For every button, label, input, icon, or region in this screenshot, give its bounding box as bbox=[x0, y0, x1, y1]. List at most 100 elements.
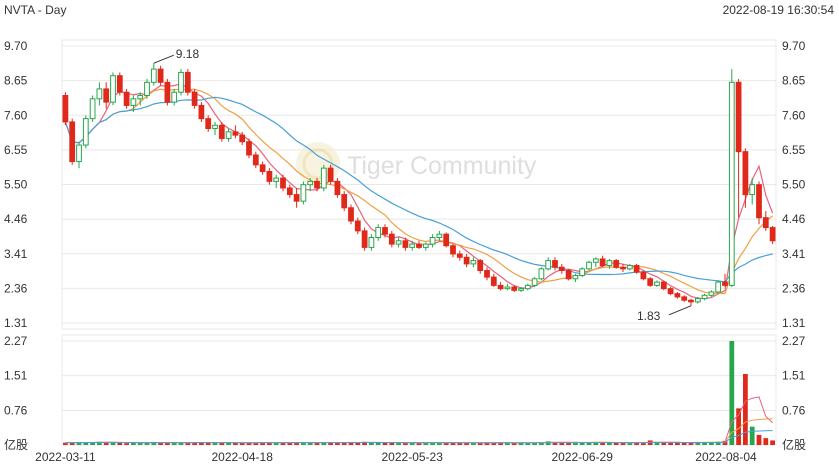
candlestick bbox=[388, 230, 395, 248]
candlesticks bbox=[62, 63, 776, 306]
volume-bar bbox=[743, 373, 748, 445]
volume-bar bbox=[770, 440, 775, 445]
candle-body bbox=[178, 71, 184, 93]
volume-bar bbox=[90, 442, 95, 445]
candlestick bbox=[354, 217, 361, 235]
candle-body bbox=[490, 276, 497, 286]
candlestick bbox=[239, 131, 246, 146]
candlestick bbox=[660, 280, 667, 291]
low-annotation-leader bbox=[668, 305, 692, 316]
candle-body bbox=[654, 281, 660, 286]
high-annotation-label: 9.18 bbox=[176, 47, 200, 61]
candle-body bbox=[599, 258, 606, 267]
candlestick bbox=[402, 237, 409, 251]
volume-bar bbox=[634, 442, 639, 445]
candle-body bbox=[409, 243, 416, 248]
candle-body bbox=[110, 75, 116, 103]
candle-body bbox=[171, 91, 178, 103]
candle-body bbox=[531, 278, 538, 286]
candle-body bbox=[674, 293, 681, 298]
price-tick-label: 8.65 bbox=[4, 74, 28, 88]
candlestick bbox=[735, 79, 742, 218]
candlestick bbox=[320, 164, 327, 192]
volume-ma20-line bbox=[65, 430, 773, 444]
volume-bar bbox=[246, 442, 252, 445]
volume-tick-label: 1.51 bbox=[782, 369, 806, 383]
volume-bar bbox=[369, 442, 374, 445]
candlestick bbox=[633, 263, 640, 274]
date-tick-label: 2022-08-04 bbox=[695, 450, 757, 464]
candlestick bbox=[538, 267, 545, 281]
candlestick bbox=[504, 283, 511, 291]
candle-body bbox=[402, 240, 409, 248]
candlestick bbox=[191, 88, 198, 109]
volume-tick-label: 2.27 bbox=[782, 334, 806, 348]
candlestick bbox=[96, 82, 103, 106]
candlestick bbox=[334, 178, 341, 198]
price-tick-label: 9.70 bbox=[4, 39, 28, 53]
candlestick bbox=[592, 257, 599, 268]
volume-bar bbox=[97, 441, 102, 445]
candle-body bbox=[715, 281, 722, 293]
candle-body bbox=[701, 294, 708, 300]
volume-bar bbox=[593, 442, 599, 445]
candle-body bbox=[450, 245, 456, 255]
candlestick bbox=[511, 285, 518, 292]
high-annotation-leader bbox=[153, 54, 174, 64]
candle-body bbox=[205, 118, 212, 130]
candle-body bbox=[157, 68, 164, 83]
grid-lines bbox=[61, 39, 777, 446]
candlestick bbox=[184, 69, 191, 96]
volume-bar bbox=[362, 441, 367, 445]
candlestick bbox=[225, 128, 232, 142]
candlestick bbox=[756, 181, 762, 225]
candle-body bbox=[660, 281, 667, 290]
volume-bar bbox=[722, 440, 728, 445]
price-axis-right: 9.70 8.65 7.60 6.55 5.50 4.46 3.41 2.36 1.31 bbox=[782, 39, 806, 330]
volume-bar bbox=[532, 442, 537, 445]
candle-body bbox=[722, 281, 728, 286]
candlestick bbox=[484, 267, 490, 281]
candlestick bbox=[728, 69, 735, 288]
candle-body bbox=[259, 164, 266, 172]
volume-bar bbox=[69, 442, 75, 445]
volume-bar bbox=[688, 442, 694, 445]
candlestick bbox=[171, 88, 178, 106]
candle-body bbox=[246, 141, 252, 156]
date-tick-label: 2022-05-23 bbox=[382, 450, 444, 464]
candlestick bbox=[545, 257, 552, 271]
candlestick bbox=[524, 283, 531, 291]
candlestick bbox=[157, 65, 164, 86]
volume-bar bbox=[627, 443, 633, 445]
candle-body bbox=[552, 260, 558, 268]
candlestick bbox=[558, 263, 565, 274]
candle-body bbox=[463, 256, 470, 265]
watermark-text: Tiger Community bbox=[347, 152, 537, 180]
volume-bar bbox=[518, 442, 524, 445]
volume-bar bbox=[654, 442, 660, 445]
volume-bar bbox=[307, 442, 313, 445]
volume-bar bbox=[226, 442, 231, 445]
volume-bar bbox=[117, 442, 123, 445]
price-tick-label: 2.36 bbox=[782, 281, 806, 295]
candlestick bbox=[82, 115, 89, 149]
candlestick bbox=[252, 151, 259, 169]
candle-body bbox=[314, 180, 320, 189]
candlestick bbox=[613, 258, 620, 269]
price-axis-left: 9.70 8.65 7.60 6.55 5.50 4.46 3.41 2.36 1.31 bbox=[4, 39, 28, 330]
volume-bar bbox=[511, 443, 517, 445]
candle-body bbox=[592, 258, 599, 263]
candlestick bbox=[694, 296, 701, 304]
candle-body bbox=[470, 260, 477, 265]
volume-bar bbox=[273, 442, 279, 445]
volume-bar bbox=[559, 442, 565, 445]
volume-tick-label: 亿股 bbox=[782, 437, 806, 452]
candle-body bbox=[225, 131, 232, 139]
candlestick bbox=[348, 204, 354, 225]
candle-body bbox=[497, 284, 504, 290]
candle-body bbox=[103, 88, 110, 103]
candle-body bbox=[436, 233, 443, 238]
candle-body bbox=[749, 184, 756, 196]
volume-bar bbox=[566, 442, 571, 445]
volume-bars bbox=[63, 341, 775, 445]
